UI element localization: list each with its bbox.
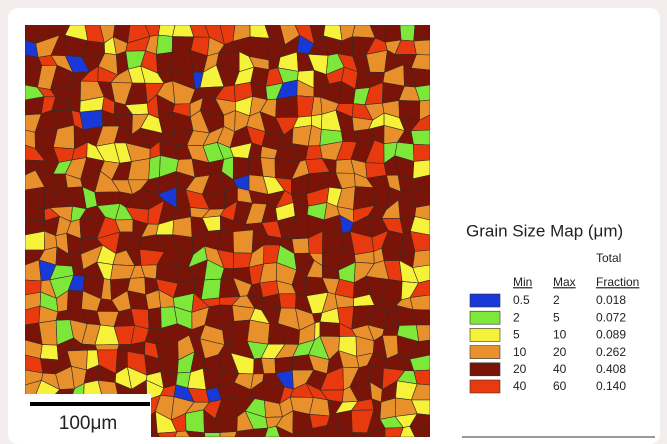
grain [170,51,193,73]
scale-label: 100μm [59,413,117,434]
swatch [470,363,500,376]
swatch [470,346,500,359]
grain [320,322,340,337]
grain [172,37,194,53]
grain [399,100,420,120]
fraction: 0.018 [596,293,626,307]
grain [156,35,172,54]
max: 40 [553,362,567,376]
figure: 100μm Grain Size Map (μm) Total Min Max … [0,0,667,444]
swatch [470,311,500,324]
grain [400,25,415,41]
min: 40 [513,379,527,393]
grain [220,431,237,437]
grain [149,155,161,179]
grain [385,25,401,42]
header-fraction: Fraction [596,275,639,289]
grain [414,144,430,161]
grain [148,307,161,329]
grain [261,358,275,374]
grain [231,320,250,341]
page: {"legend": {"title": "Grain Size Map (μm… [0,0,667,444]
grain [413,250,430,268]
grain-map [25,25,430,437]
max: 5 [553,310,560,324]
min: 0.5 [513,293,530,307]
fraction: 0.140 [596,379,626,393]
grain [233,230,253,253]
fraction: 0.408 [596,362,626,376]
grain [67,290,83,310]
max: 60 [553,379,567,393]
grain [173,217,192,238]
grain [276,96,298,118]
fraction: 0.262 [596,345,626,359]
grain [292,238,309,253]
max: 2 [553,293,560,307]
fraction: 0.089 [596,328,626,342]
grain [247,320,270,344]
grain [159,359,178,373]
grain [366,50,387,72]
swatch [470,328,500,341]
grain [158,25,175,37]
legend-title: Grain Size Map (μm) [466,221,623,240]
grain [414,40,430,55]
grain [186,410,205,433]
grain [40,359,58,374]
grain [416,325,430,342]
swatch [470,294,500,307]
grain [128,158,150,179]
grain [306,146,323,160]
grain [261,158,276,178]
grain [249,37,269,60]
header-total: Total [596,251,621,265]
min: 2 [513,310,520,324]
header-min: Min [513,275,532,289]
grain [39,320,57,345]
grain [204,433,220,437]
min: 5 [513,328,520,342]
max: 20 [553,345,567,359]
grain [40,345,58,360]
min: 20 [513,362,527,376]
grain [355,72,370,89]
scale-bar: 100μm [25,394,151,437]
grain [95,345,119,350]
grain [201,279,221,300]
grain [309,397,329,416]
grain [410,295,430,310]
min: 10 [513,345,527,359]
grain [279,294,296,309]
grain [411,130,430,145]
header-max: Max [553,275,576,289]
grain [25,97,44,115]
grain [156,341,178,360]
grain [414,25,430,41]
swatch [470,380,500,393]
max: 10 [553,328,567,342]
fraction: 0.072 [596,310,626,324]
